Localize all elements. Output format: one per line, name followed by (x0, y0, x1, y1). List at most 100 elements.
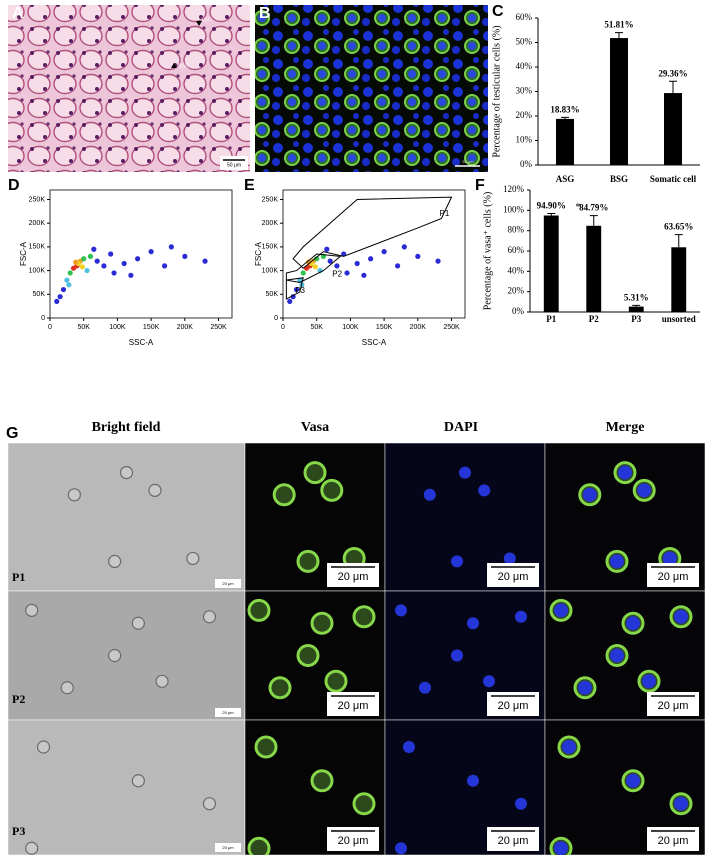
gate-label: P3 (295, 286, 305, 295)
bar (628, 306, 644, 312)
y-tick-label: 80% (508, 225, 525, 235)
point (135, 256, 141, 262)
x-tick-label: 100K (109, 324, 126, 331)
dapi-nucleus (395, 604, 407, 617)
point (64, 277, 70, 283)
value-label: 51.81% (604, 20, 633, 30)
plot-frame (282, 189, 466, 319)
vasa-cell (247, 836, 271, 855)
x-tick-label: 50K (310, 324, 323, 331)
vasa-cell (324, 669, 348, 693)
panel-label: E (244, 177, 255, 194)
x-tick-label: Somatic cell (650, 174, 697, 184)
vasa-cell (296, 644, 320, 667)
x-axis-label: SSC-A (362, 338, 387, 347)
dapi-nucleus (674, 609, 688, 624)
column-header: DAPI (444, 420, 478, 435)
cell (131, 616, 145, 630)
y-tick-label: 150K (29, 244, 46, 251)
gate (292, 196, 453, 269)
scale-bar-label: 50 μm (227, 162, 241, 168)
micrograph (7, 719, 246, 855)
dapi-nucleus (582, 487, 597, 502)
bar (556, 118, 574, 165)
vasa-cell (272, 483, 296, 507)
scale-bar-box (215, 708, 241, 717)
point (324, 246, 330, 252)
point (202, 258, 208, 264)
column-header: Vasa (301, 420, 329, 435)
value-label: 63.65% (664, 222, 693, 232)
x-tick-label: P2 (589, 314, 599, 324)
error-bar (615, 32, 623, 39)
x-tick-label: 100K (342, 324, 359, 331)
y-tick-label: 250K (262, 196, 279, 203)
dapi-nucleus (451, 555, 463, 568)
vasa-cell (320, 478, 344, 502)
y-tick-label: 150K (262, 244, 279, 251)
x-tick-label: P3 (631, 314, 641, 324)
y-tick-label: 100% (503, 204, 525, 214)
point (128, 272, 134, 278)
dapi-nucleus (626, 773, 640, 788)
point (312, 264, 318, 270)
scale-bar-label: 20 μm (658, 571, 689, 583)
y-tick-label: 100K (262, 267, 279, 274)
point (73, 259, 79, 265)
point (344, 270, 350, 276)
y-tick-label: 30% (516, 86, 533, 96)
point (94, 258, 100, 264)
row-label: P3 (12, 824, 25, 838)
dapi-nucleus (395, 842, 407, 855)
cell (67, 488, 81, 502)
bar (664, 93, 682, 165)
y-tick-label: 120% (503, 184, 525, 194)
cell (202, 797, 217, 811)
row-label: P2 (12, 692, 25, 706)
cell (148, 483, 162, 497)
dapi-nucleus (515, 797, 527, 810)
y-tick-label: 200K (262, 220, 279, 227)
cell (36, 740, 51, 754)
point (435, 258, 441, 264)
value-label: 29.36% (658, 68, 687, 78)
y-tick-label: 60% (516, 12, 533, 22)
point (401, 244, 407, 250)
cell (60, 681, 74, 695)
x-axis-label: SSC-A (129, 338, 154, 347)
point (70, 265, 77, 271)
point (293, 286, 300, 293)
panel-label: C (492, 3, 504, 20)
x-tick-label: 200K (177, 324, 194, 331)
cell (155, 674, 169, 688)
dapi-nucleus (626, 616, 640, 631)
scale-bar-label: 50 μm (462, 159, 474, 164)
scale-bar-label: 20 μm (498, 571, 529, 583)
dapi-nucleus (642, 674, 656, 689)
y-axis-label: Percentage of testicular cells (%) (491, 25, 502, 157)
scale-bar-label: 20 μm (498, 835, 529, 847)
bar (543, 215, 559, 312)
annotation: * (575, 201, 581, 213)
vasa-cell (254, 735, 278, 759)
gate-label: P2 (332, 270, 342, 279)
micrograph (7, 442, 246, 592)
vasa-cell (303, 461, 327, 485)
vasa-cell (296, 549, 320, 573)
cell (186, 551, 200, 566)
bar (671, 247, 687, 312)
x-tick-label: 250K (443, 324, 460, 331)
x-tick-label: BSG (610, 174, 628, 184)
point (67, 270, 73, 276)
point (148, 249, 154, 255)
scale-bar-label: 20 μm (338, 700, 369, 712)
row-label: P1 (12, 570, 25, 584)
dapi-nucleus (554, 841, 568, 855)
gate (285, 253, 342, 283)
dapi-nucleus (618, 465, 632, 480)
dapi-nucleus (467, 774, 479, 787)
scale-bar-box (215, 579, 241, 588)
point (111, 270, 117, 276)
micrograph-grid: 20 μm 20 μm 20 μm 20 μm 20 μm 20 μm 20 μm 20 μm… (7, 442, 706, 855)
point (361, 272, 367, 278)
